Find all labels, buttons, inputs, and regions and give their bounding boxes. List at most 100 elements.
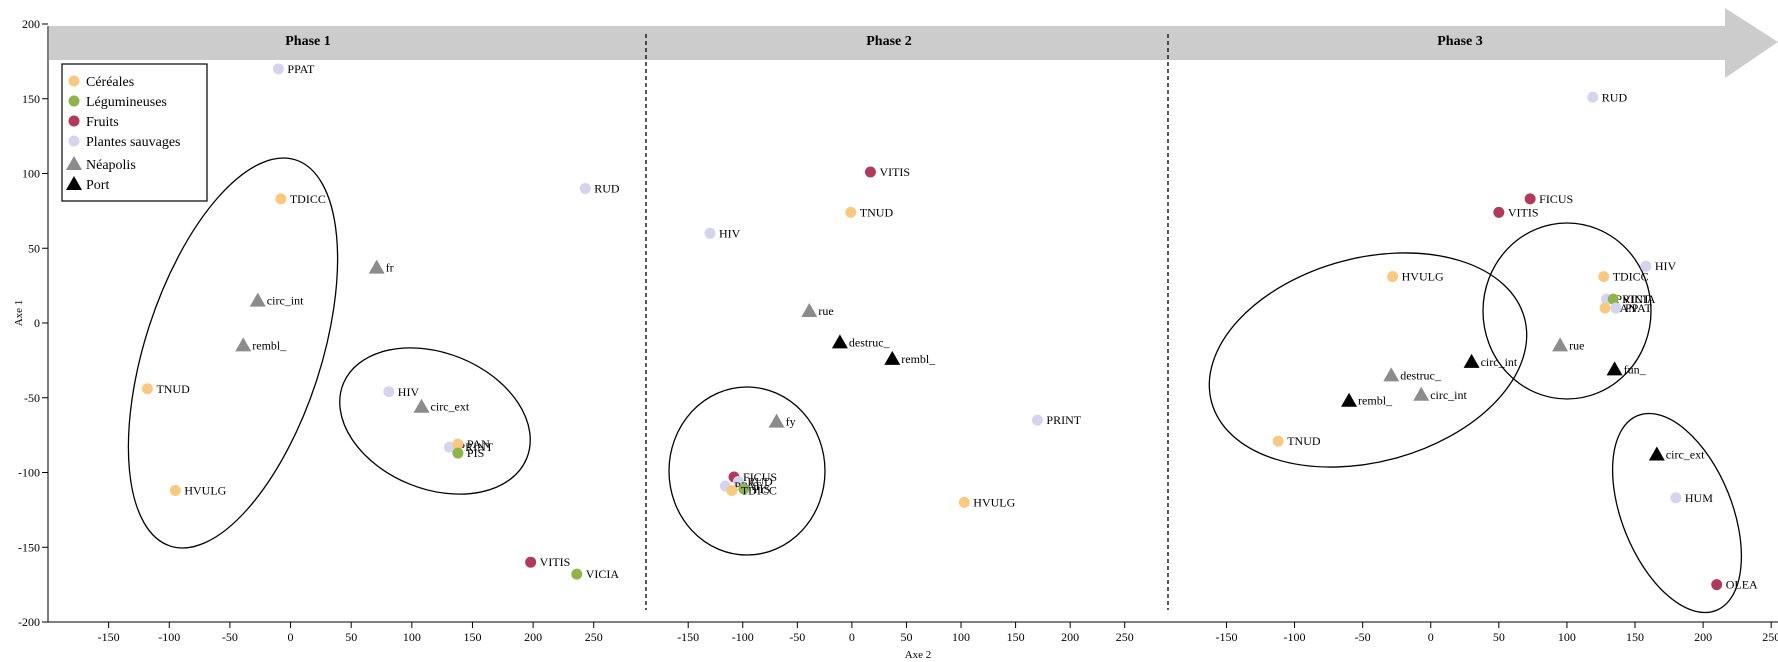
legend-item-port: Port xyxy=(66,176,109,193)
legend-circle-icon xyxy=(68,95,80,107)
point-label: PPAT xyxy=(287,62,315,76)
point-circ-int: circ_int xyxy=(1463,353,1518,369)
x-tick-label: 250 xyxy=(1762,630,1778,644)
y-axis-ticks: 200 150 100 50 0 -50 -100 -150 -200 xyxy=(18,17,48,629)
x-tick-label: 100 xyxy=(403,630,421,644)
point-tnud: TNUD xyxy=(1272,434,1321,448)
point-tnud: TNUD xyxy=(845,205,893,219)
point-label: destruc_ xyxy=(1400,368,1442,382)
marker-circle xyxy=(1493,206,1505,218)
y-tick-label: -150 xyxy=(18,540,40,554)
legend-item-legumineuses: Légumineuses xyxy=(68,95,167,110)
marker-circle xyxy=(571,568,583,580)
y-tick-label: -50 xyxy=(24,391,40,405)
point-circ-int: circ_int xyxy=(249,292,304,308)
point-vicia: VICIA xyxy=(571,567,619,581)
legend-item-neapolis: Néapolis xyxy=(66,156,136,173)
marker-circle xyxy=(272,63,284,75)
y-tick-label: 150 xyxy=(22,92,40,106)
marker-circle xyxy=(452,447,464,459)
x-axis-ticks: -150 -100 -50 0 50 100 150 200 250 -150 -100 -50 0 50… xyxy=(98,622,1778,644)
point-label: TDICC xyxy=(290,192,326,206)
point-hiv: HIV xyxy=(704,226,741,240)
marker-triangle xyxy=(768,413,785,428)
phase-3-cluster-right xyxy=(1482,222,1652,400)
x-tick-label: -150 xyxy=(1215,630,1237,644)
marker-circle xyxy=(452,438,464,450)
marker-triangle xyxy=(249,292,266,307)
point-label: RUD xyxy=(747,474,773,488)
x-tick-label: 200 xyxy=(1061,630,1079,644)
point-label: destruc_ xyxy=(849,335,891,349)
legend-box xyxy=(61,63,208,202)
point-label: rembl_ xyxy=(252,338,287,352)
marker-circle xyxy=(169,484,181,496)
marker-circle xyxy=(443,441,455,453)
point-label: TNUD xyxy=(860,205,894,219)
point-rembl: rembl_ xyxy=(1341,392,1393,408)
legend-label: Légumineuses xyxy=(86,95,167,110)
marker-triangle xyxy=(884,350,901,365)
point-label: FICUS xyxy=(1539,192,1573,206)
point-label: HIV xyxy=(1655,259,1677,273)
marker-circle xyxy=(958,496,970,508)
point-ppat: PPAT xyxy=(1610,301,1653,315)
marker-circle xyxy=(1610,302,1622,314)
marker-circle xyxy=(1670,492,1682,504)
point-label: TNUD xyxy=(156,382,190,396)
phase-2-cluster xyxy=(668,386,826,556)
point-olea: OLEA xyxy=(1711,578,1758,592)
marker-circle xyxy=(1607,293,1619,305)
marker-triangle xyxy=(801,303,818,318)
point-label: PAN xyxy=(467,437,490,451)
point-label: VITIS xyxy=(879,165,910,179)
marker-circle xyxy=(275,193,287,205)
legend-item-plantes-sauvages: Plantes sauvages xyxy=(68,135,180,150)
phase-1-title: Phase 1 xyxy=(285,34,331,49)
y-tick-label: 0 xyxy=(34,316,40,330)
x-tick-label: 250 xyxy=(585,630,603,644)
point-label: HIV xyxy=(719,226,741,240)
point-vitis: VITIS xyxy=(525,555,570,569)
marker-circle xyxy=(738,483,750,495)
marker-triangle xyxy=(368,259,385,274)
point-hiv: HIV xyxy=(383,385,419,399)
point-label: TNUD xyxy=(1287,434,1321,448)
phase-1-cluster-left xyxy=(127,157,339,549)
x-tick-label: -100 xyxy=(158,630,180,644)
point-hiv: HIV xyxy=(1640,259,1677,273)
point-fun: fun_ xyxy=(1606,361,1647,376)
point-circ-ext: circ_ext xyxy=(1648,446,1705,462)
marker-triangle xyxy=(1413,386,1430,401)
point-fy: fy xyxy=(768,413,796,429)
legend-label: Plantes sauvages xyxy=(86,135,180,150)
point-label: circ_ext xyxy=(1666,448,1705,462)
point-label: PRINT xyxy=(458,440,493,454)
marker-circle xyxy=(1711,579,1723,591)
point-label: fy xyxy=(786,415,796,429)
point-vicia: VICIA xyxy=(1607,292,1656,306)
x-tick-label: -150 xyxy=(98,630,120,644)
point-pis: PIS xyxy=(738,482,770,496)
point-label: PIS xyxy=(753,482,770,496)
point-label: PRINT xyxy=(1615,292,1650,306)
point-label: TDICC xyxy=(741,483,777,497)
phase-3-cluster-bottom xyxy=(1611,412,1743,614)
marker-circle xyxy=(1387,271,1399,283)
point-label: circ_int xyxy=(1481,355,1518,369)
legend-triangle-icon xyxy=(66,176,82,190)
marker-circle xyxy=(1524,193,1536,205)
x-tick-label: 50 xyxy=(900,630,912,644)
marker-triangle xyxy=(1383,367,1400,382)
marker-triangle xyxy=(1606,361,1623,376)
point-label: HVULG xyxy=(973,495,1015,509)
point-tdicc: TDICC xyxy=(1598,270,1649,284)
point-label: rue xyxy=(1569,338,1584,352)
point-label: circ_int xyxy=(1430,388,1467,402)
legend-label: Port xyxy=(86,178,109,193)
marker-circle xyxy=(1640,260,1652,272)
point-destruc: destruc_ xyxy=(831,334,891,349)
point-label: fr xyxy=(386,261,394,275)
point-label: PIS xyxy=(467,446,484,460)
x-tick-label: 100 xyxy=(1558,630,1576,644)
